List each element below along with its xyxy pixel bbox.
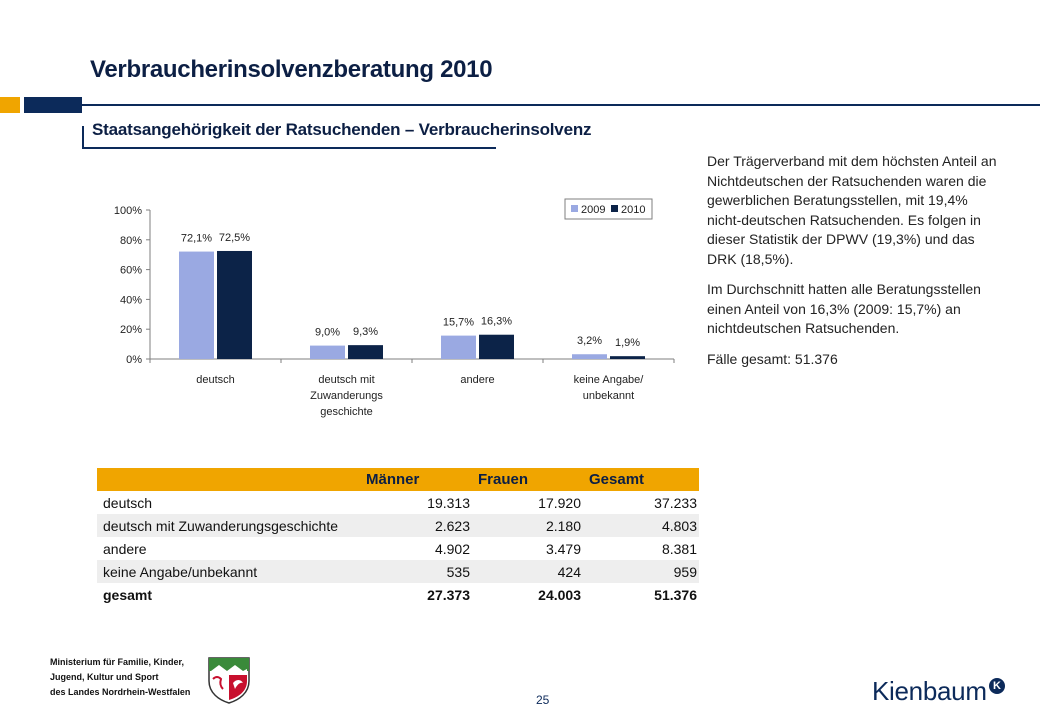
total-cases: Fälle gesamt: 51.376 <box>707 350 838 367</box>
bar <box>441 335 476 359</box>
ministry-line-3: des Landes Nordrhein-Westfalen <box>50 687 191 697</box>
cell-frauen: 24.003 <box>538 586 581 603</box>
cell-maenner: 27.373 <box>427 586 470 603</box>
cell-frauen: 3.479 <box>545 540 581 557</box>
row-label: deutsch mit Zuwanderungsgeschichte <box>97 514 360 537</box>
bar <box>348 345 383 359</box>
commentary-paragraph-2: Im Durchschnitt hatten alle Beratungsste… <box>707 281 981 336</box>
bar <box>572 354 607 359</box>
row-label: deutsch <box>103 494 153 511</box>
y-tick-label: 60% <box>120 265 142 277</box>
y-tick-label: 100% <box>114 205 142 217</box>
data-label: 9,0% <box>315 327 340 339</box>
legend-label: 2009 <box>581 204 605 216</box>
x-tick-label: deutsch mit Zuwanderungs geschichte <box>310 374 383 418</box>
table-row-total: gesamt 27.373 24.003 51.376 <box>97 583 699 606</box>
bar <box>610 356 645 359</box>
row-label: gesamt <box>103 586 153 603</box>
cell-frauen: 424 <box>472 560 583 583</box>
brand-mark-icon: K <box>989 678 1005 694</box>
data-label: 16,3% <box>481 316 512 328</box>
page-title: Verbraucherinsolvenzberatung 2010 <box>90 56 493 83</box>
cell-maenner: 4.902 <box>434 540 470 557</box>
x-tick-label: keine Angabe/unbekannt <box>574 374 645 402</box>
legend-label: 2010 <box>621 204 645 216</box>
commentary: Der Trägerverband mit dem höchsten Antei… <box>707 152 997 380</box>
table-row: deutsch mit Zuwanderungsgeschichte 2.623… <box>97 514 699 537</box>
table-row: keine Angabe/unbekannt 535 424 959 <box>97 560 699 583</box>
accent-bar-orange <box>0 97 20 113</box>
data-label: 72,5% <box>219 232 250 244</box>
page-subtitle: Staatsangehörigkeit der Ratsuchenden – V… <box>92 120 592 139</box>
legend-swatch <box>571 205 578 212</box>
table-header-label <box>97 468 360 491</box>
data-label: 9,3% <box>353 326 378 338</box>
ministry-logo-text: Ministerium für Familie, Kinder, Jugend,… <box>50 655 190 700</box>
table-header-frauen: Frauen <box>472 468 583 491</box>
bar <box>479 334 514 359</box>
bar-chart: 0% 20% 40% 60% 80% 100% 72,1% 72,5% deutsch 9,0% 9… <box>114 198 675 418</box>
y-tick-label: 80% <box>120 235 142 247</box>
subtitle-rule-vertical <box>82 126 84 148</box>
x-tick-label: deutsch <box>196 374 235 386</box>
table-row: andere 4.902 3.479 8.381 <box>97 537 699 560</box>
bar <box>179 251 214 359</box>
table-header-row: Männer Frauen Gesamt <box>97 468 699 491</box>
cell-maenner: 535 <box>360 560 472 583</box>
y-tick-label: 0% <box>126 354 142 366</box>
cell-maenner: 2.623 <box>360 514 472 537</box>
cell-gesamt: 51.376 <box>654 586 697 603</box>
cell-frauen: 2.180 <box>472 514 583 537</box>
table-row: deutsch 19.313 17.920 37.233 <box>97 491 699 514</box>
row-label: andere <box>103 540 147 557</box>
legend-swatch <box>611 205 618 212</box>
row-label: keine Angabe/unbekannt <box>97 560 360 583</box>
ministry-line-1: Ministerium für Familie, Kinder, <box>50 657 185 667</box>
cell-gesamt: 37.233 <box>654 494 697 511</box>
ministry-line-2: Jugend, Kultur und Sport <box>50 672 159 682</box>
subtitle-rule-horizontal <box>82 147 496 149</box>
data-label: 1,9% <box>615 337 640 349</box>
accent-bar-navy <box>24 97 82 113</box>
x-tick-label: andere <box>460 374 494 386</box>
legend-box <box>564 198 653 220</box>
bar <box>217 250 252 359</box>
cell-gesamt: 959 <box>583 560 699 583</box>
y-tick-label: 20% <box>120 324 142 336</box>
table-header-gesamt: Gesamt <box>583 468 699 491</box>
brand-logo: Kienbaum <box>872 676 987 706</box>
nrw-crest-icon <box>208 657 250 704</box>
cell-gesamt: 4.803 <box>583 514 699 537</box>
y-tick-label: 40% <box>120 294 142 306</box>
data-label: 15,7% <box>443 317 474 329</box>
page-number: 25 <box>536 693 550 707</box>
data-label: 3,2% <box>577 335 602 347</box>
bar <box>310 345 345 359</box>
cell-maenner: 19.313 <box>427 494 470 511</box>
commentary-paragraph-1: Der Trägerverband mit dem höchsten Antei… <box>707 153 997 267</box>
table-header-maenner: Männer <box>360 468 472 491</box>
header-rule <box>82 104 1040 106</box>
data-label: 72,1% <box>181 233 212 245</box>
cases-table: Männer Frauen Gesamt deutsch 19.313 17.9… <box>97 468 699 606</box>
cell-gesamt: 8.381 <box>661 540 697 557</box>
cell-frauen: 17.920 <box>538 494 581 511</box>
